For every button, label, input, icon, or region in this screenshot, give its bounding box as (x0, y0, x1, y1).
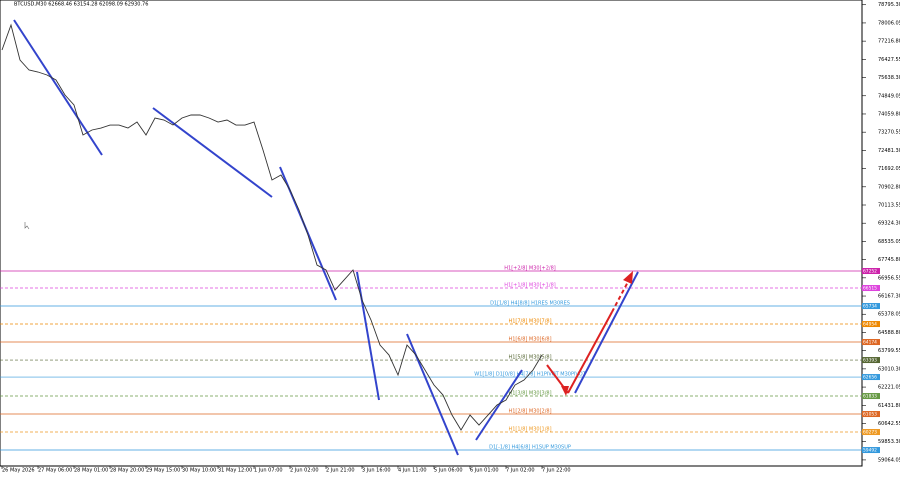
y-tick-label: 71692.05 (878, 166, 900, 172)
level-label: D1[1/8] H4[8/8] H1RES M30RES (490, 301, 570, 307)
trend-line (356, 271, 380, 401)
x-tick-label: 4 Jun 11:00 (398, 468, 427, 474)
x-tick-label: 5 Jun 06:00 (434, 468, 463, 474)
level-label: H1[3/8] M30[3/8] (508, 391, 551, 397)
trend-line (475, 369, 523, 441)
level-price-box (862, 357, 880, 364)
y-tick-label: 60642.55 (878, 421, 900, 427)
x-tick-label: 30 May 10:00 (182, 468, 216, 474)
level-price: 63393 (863, 358, 877, 364)
chart-title: BTCUSD,M30 62668.46 63154.28 62098.09 62… (14, 2, 148, 8)
level-price: 61053 (863, 412, 877, 418)
x-tick-label: 28 May 20:00 (110, 468, 144, 474)
y-tick-label: 74059.80 (878, 111, 900, 117)
x-tick-label: 1 Jun 07:00 (254, 468, 283, 474)
y-tick-label: 62221.05 (878, 385, 900, 391)
x-tick-label: 2 Jun 02:00 (290, 468, 319, 474)
x-tick-label: 27 May 06:00 (38, 468, 72, 474)
level-price-box (862, 321, 880, 328)
x-tick-label: 7 Jun 02:00 (506, 468, 535, 474)
level-price: 60273 (863, 430, 877, 436)
plot-frame (0, 0, 863, 467)
level-price-box (862, 447, 880, 454)
level-price-box (862, 303, 880, 310)
price-line (1, 23, 543, 431)
level-price-box (862, 393, 880, 400)
level-price: 65734 (863, 304, 877, 310)
y-tick-label: 72481.30 (878, 148, 900, 154)
y-tick-label: 70113.55 (878, 203, 900, 209)
y-tick-label: 78006.05 (878, 20, 900, 26)
cursor (24, 222, 30, 230)
level-price-box (862, 268, 880, 275)
level-price-box (862, 374, 880, 381)
x-tick-label: 3 Jun 16:00 (362, 468, 391, 474)
y-tick-label: 66956.55 (878, 275, 900, 281)
x-tick-label: 29 May 15:00 (146, 468, 180, 474)
level-price: 62656 (863, 375, 877, 381)
y-tick-label: 77216.80 (878, 39, 900, 45)
y-tick-label: 70902.80 (878, 184, 900, 190)
y-tick-label: 74849.05 (878, 93, 900, 99)
forecast-arrows (546, 271, 633, 396)
y-tick-label: 64588.80 (878, 330, 900, 336)
level-price: 61833 (863, 394, 877, 400)
x-tick-label: 31 May 12:00 (218, 468, 252, 474)
x-tick-label: 26 May 2026 (2, 468, 35, 474)
level-price: 66515 (863, 286, 877, 292)
level-label: H1[+2/8] M30[+2/8] (504, 266, 556, 272)
y-tick-label: 65378.05 (878, 312, 900, 318)
level-label: H1[5/8] M30[5/8] (508, 355, 551, 361)
y-tick-label: 75638.30 (878, 75, 900, 81)
forecast-line (567, 311, 613, 394)
y-tick-label: 69324.30 (878, 221, 900, 227)
trend-line (152, 107, 273, 198)
x-tick-label: 7 Jun 22:00 (542, 468, 571, 474)
levels: H1[+2/8] M30[+2/8] 67252 H1[+1/8] M30[+1/8… (0, 266, 880, 454)
arrow-head (561, 386, 569, 396)
x-tick-label: 28 May 01:00 (74, 468, 108, 474)
trend-line (574, 271, 639, 394)
y-tick-label: 78795.30 (878, 2, 900, 8)
y-tick-label: 59853.30 (878, 439, 900, 445)
y-tick-label: 73270.55 (878, 130, 900, 136)
x-tick-label: 2 Jun 21:00 (326, 468, 355, 474)
level-price: 64954 (863, 322, 877, 328)
level-label: H1[2/8] M30[2/8] (508, 409, 551, 415)
y-tick-label: 67745.80 (878, 257, 900, 263)
level-price: 59492 (863, 448, 877, 454)
x-tick-label: 6 Jun 01:00 (470, 468, 499, 474)
y-tick-label: 61431.80 (878, 403, 900, 409)
level-price-box (862, 285, 880, 292)
level-label: H1[7/8] M30[7/8] (508, 319, 551, 325)
y-tick-label: 63010.30 (878, 366, 900, 372)
y-tick-label: 76427.55 (878, 57, 900, 63)
level-label: D1[-1/8] H4[6/8] H1SUP M30SUP (489, 445, 571, 451)
level-price-box (862, 429, 880, 436)
y-tick-label: 68535.05 (878, 239, 900, 245)
level-label: W1[1/8] D1[0/8] H4[7/8] H1PIVOT M30PIVOT (474, 372, 586, 378)
level-price: 67252 (863, 269, 877, 275)
level-price-box (862, 339, 880, 346)
level-price: 64174 (863, 340, 877, 346)
level-label: H1[+1/8] M30[+1/8] (504, 283, 556, 289)
level-label: H1[6/8] M30[6/8] (508, 337, 551, 343)
arrow-head (623, 271, 633, 284)
y-tick-label: 59064.05 (878, 457, 900, 463)
y-tick-label: 66167.30 (878, 294, 900, 300)
level-price-box (862, 411, 880, 418)
y-tick-label: 63799.55 (878, 348, 900, 354)
level-label: H1[1/8] M30[1/8] (508, 427, 551, 433)
